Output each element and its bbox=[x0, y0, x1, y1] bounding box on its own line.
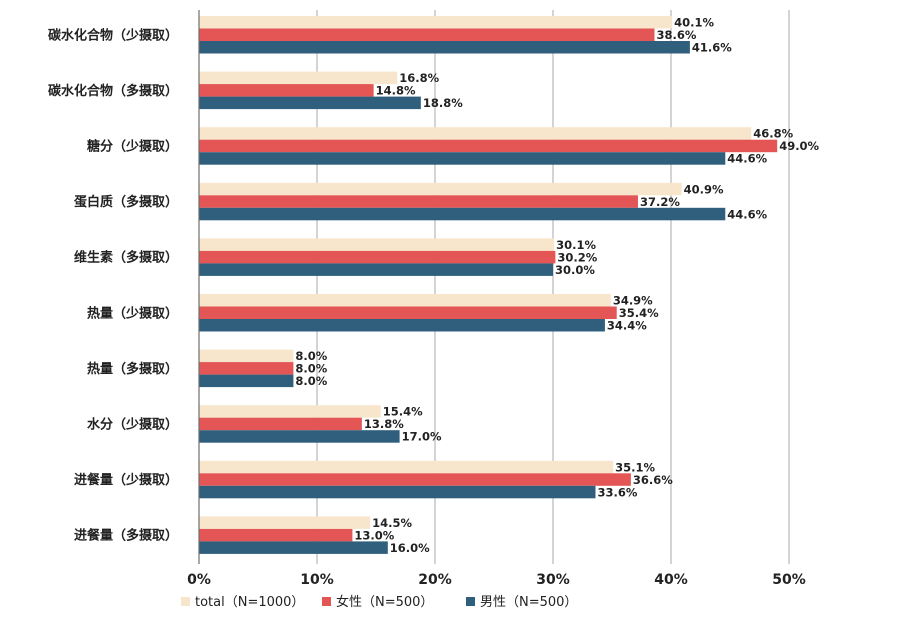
category-label: 维生素（多摄取） bbox=[74, 250, 178, 266]
data-label: 33.6% bbox=[597, 485, 637, 499]
category-label: 热量（多摄取） bbox=[87, 361, 178, 377]
legend: total（N=1000） 女性（N=500） 男性（N=500） bbox=[181, 594, 577, 610]
axes: 0% 10% 20% 30% 40% 50% 碳水化合物（少摄取） 碳水化合物（多摄取） 糖分（… bbox=[48, 10, 806, 588]
bar bbox=[199, 238, 555, 251]
bar bbox=[199, 195, 638, 208]
data-label: 40.1% bbox=[674, 16, 714, 30]
data-label: 18.8% bbox=[423, 96, 463, 110]
bar bbox=[199, 541, 388, 554]
data-label: 8.0% bbox=[295, 349, 327, 363]
legend-swatch bbox=[181, 597, 190, 606]
legend-swatch bbox=[466, 597, 475, 606]
bar bbox=[199, 516, 371, 529]
bar bbox=[199, 84, 374, 97]
legend-label: 男性（N=500） bbox=[480, 595, 577, 610]
legend-label: 女性（N=500） bbox=[336, 594, 433, 610]
bar bbox=[199, 362, 294, 375]
bar bbox=[199, 71, 398, 85]
x-tick-label: 30% bbox=[536, 572, 570, 588]
bar bbox=[199, 417, 362, 431]
bar bbox=[199, 485, 596, 499]
category-label: 蛋白质（多摄取） bbox=[74, 194, 178, 210]
legend-swatch bbox=[322, 597, 331, 606]
data-label: 8.0% bbox=[295, 362, 327, 376]
bar bbox=[199, 405, 381, 418]
data-label: 8.0% bbox=[295, 374, 327, 388]
bar bbox=[199, 152, 726, 165]
data-label: 44.6% bbox=[727, 207, 767, 221]
x-tick-label: 0% bbox=[187, 572, 211, 588]
data-labels: 40.1%38.6%41.6% 16.8%14.8% 18.8% 46.8%49.0%… bbox=[295, 16, 819, 555]
bar bbox=[199, 528, 353, 542]
data-label: 37.2% bbox=[640, 195, 680, 209]
data-label: 41.6% bbox=[692, 41, 732, 55]
data-label: 35.1% bbox=[615, 460, 655, 474]
x-tick-label: 10% bbox=[300, 572, 334, 588]
bar bbox=[199, 430, 400, 443]
bar bbox=[199, 263, 553, 276]
data-label: 14.5% bbox=[372, 516, 412, 530]
bar bbox=[199, 250, 556, 264]
bar bbox=[199, 207, 726, 221]
data-label: 35.4% bbox=[619, 306, 659, 320]
data-label: 30.2% bbox=[557, 250, 597, 264]
category-label: 热量（少摄取） bbox=[87, 305, 178, 321]
data-label: 34.9% bbox=[613, 294, 653, 308]
category-label: 进餐量（多摄取） bbox=[74, 528, 178, 544]
category-label: 碳水化合物（少摄取） bbox=[48, 27, 178, 43]
data-label: 16.8% bbox=[399, 71, 439, 85]
bar bbox=[199, 139, 778, 153]
bar bbox=[199, 294, 611, 307]
data-label: 49.0% bbox=[779, 139, 819, 153]
data-label: 13.8% bbox=[364, 417, 404, 431]
category-label: 碳水化合物（多摄取） bbox=[48, 83, 178, 99]
bar bbox=[199, 41, 690, 54]
data-label: 36.6% bbox=[633, 473, 673, 487]
bars bbox=[199, 16, 778, 554]
bar bbox=[199, 374, 294, 388]
bar bbox=[199, 182, 682, 196]
bar bbox=[199, 460, 614, 474]
bar bbox=[199, 319, 605, 332]
data-label: 17.0% bbox=[402, 430, 442, 444]
data-label: 40.9% bbox=[684, 182, 724, 196]
x-tick-label: 20% bbox=[418, 572, 452, 588]
x-tick-label: 50% bbox=[772, 572, 806, 588]
data-label: 44.6% bbox=[727, 152, 767, 166]
data-label: 30.0% bbox=[555, 263, 595, 277]
data-label: 13.0% bbox=[354, 528, 394, 542]
data-label: 34.4% bbox=[607, 319, 647, 333]
data-label: 14.8% bbox=[376, 84, 416, 98]
category-label: 水分（少摄取） bbox=[87, 416, 178, 432]
data-label: 30.1% bbox=[556, 238, 596, 252]
bar bbox=[199, 28, 655, 41]
data-label: 15.4% bbox=[383, 405, 423, 419]
bar bbox=[199, 306, 617, 319]
bar bbox=[199, 127, 752, 140]
bar bbox=[199, 473, 631, 486]
data-label: 38.6% bbox=[656, 28, 696, 42]
category-label: 进餐量（少摄取） bbox=[74, 472, 178, 488]
legend-label: total（N=1000） bbox=[195, 595, 304, 610]
bar bbox=[199, 96, 421, 110]
data-label: 16.0% bbox=[390, 541, 430, 555]
category-label: 糖分（少摄取） bbox=[87, 138, 178, 154]
bar bbox=[199, 16, 673, 29]
bar bbox=[199, 349, 294, 363]
data-label: 46.8% bbox=[753, 127, 793, 141]
x-tick-label: 40% bbox=[654, 572, 688, 588]
